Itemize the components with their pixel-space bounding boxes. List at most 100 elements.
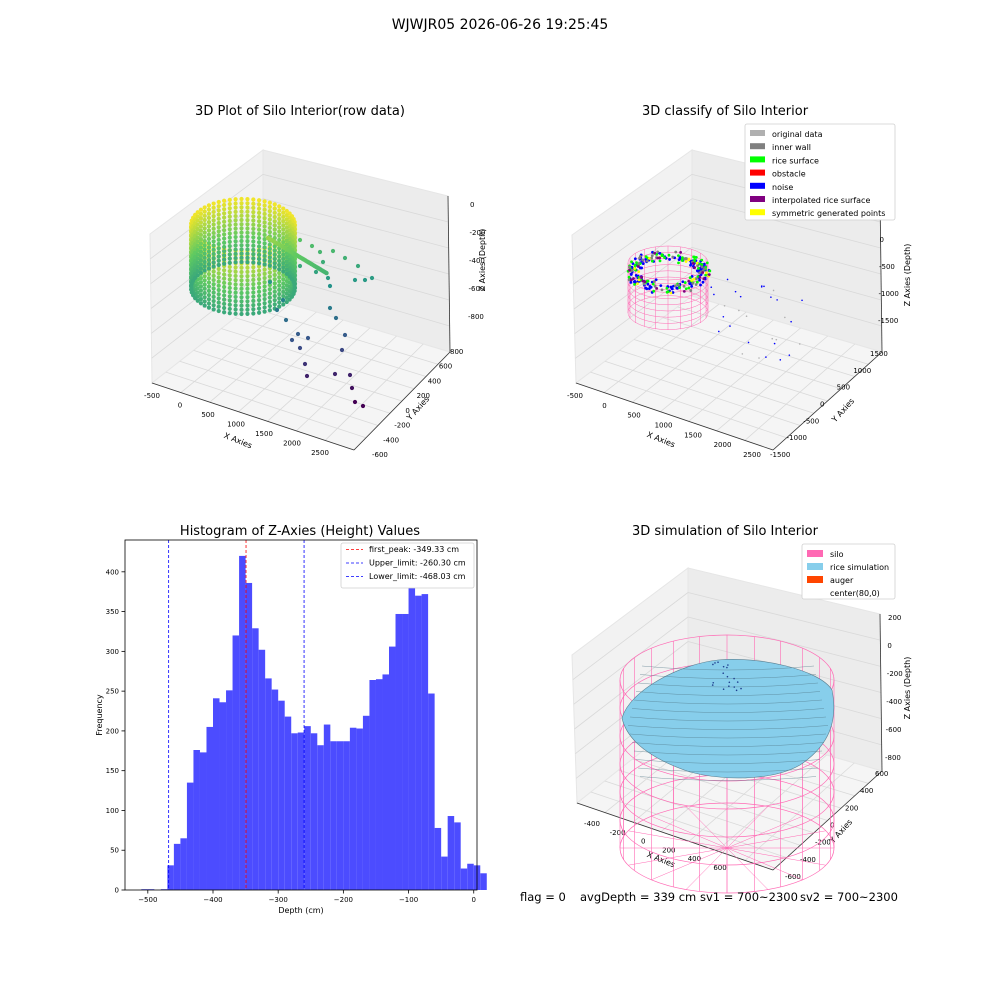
p1-streak-point [315, 265, 320, 270]
p2-class-point [630, 270, 634, 274]
p2-noise-point [775, 338, 778, 341]
p2-class-point [684, 257, 688, 260]
p1-ring-point [281, 289, 286, 294]
p1-ring-point [251, 235, 256, 240]
p1-ring-point [195, 226, 200, 232]
avg-depth-text: avgDepth = 339 cm [580, 890, 697, 904]
p2-class-point [703, 277, 707, 281]
p1-ring-point [291, 262, 296, 267]
p1-ring-point [289, 239, 295, 244]
p1-ring-point [287, 272, 292, 277]
p2-class-point [689, 259, 692, 263]
p1-ring-point [289, 247, 295, 252]
p1-ring-point [233, 209, 238, 214]
p1-ring-point [272, 261, 277, 266]
p1-ring-point [277, 291, 282, 297]
p1-ring-point [222, 207, 227, 212]
p1-ring-point [291, 275, 296, 281]
p1-ring-point [251, 248, 256, 253]
p1-ring-point [277, 270, 282, 276]
p1-ring-point [195, 214, 200, 219]
p1-ring-point [198, 301, 204, 306]
p1-ring-point [191, 289, 196, 294]
p2-class-point [685, 257, 688, 261]
p2-class-point [638, 257, 642, 261]
p1-ring-point [277, 275, 282, 280]
p2-legend-swatch [750, 209, 765, 216]
p2-grid-y-floor [604, 360, 801, 426]
p2-class-point [707, 268, 711, 272]
p1-ring-point [233, 222, 238, 227]
histogram-bar [382, 674, 389, 890]
p1-ring-point [195, 247, 200, 253]
p1-ring-point [188, 283, 194, 288]
p1-ring-point [281, 265, 286, 270]
p1-ring-point [267, 213, 272, 218]
p1-ring-point [216, 237, 221, 242]
p1-ring-point [292, 276, 297, 281]
histogram-x-label: Depth (cm) [278, 906, 323, 915]
p1-ring-point [202, 230, 207, 235]
p4-pane-floor [575, 714, 883, 871]
p1-ring-point [233, 226, 238, 231]
p2-class-point [669, 291, 673, 295]
p1-ring-point [211, 298, 216, 304]
p1-ring-point [281, 268, 286, 273]
p1-ring-point [277, 283, 282, 288]
p1-ring-point [262, 292, 267, 297]
p1-streak-point [319, 268, 325, 273]
histogram-bar [434, 827, 442, 890]
p1-ring-point [216, 199, 221, 205]
p1-ring-point [188, 287, 194, 292]
p1-ring-point [233, 255, 238, 261]
p1-ring-point [284, 270, 289, 275]
p2-class-point [689, 262, 693, 265]
p1-sparse-point [347, 372, 353, 378]
p2-class-point [633, 281, 637, 284]
histogram-bar [317, 745, 324, 890]
p2-noise-point [718, 330, 720, 333]
p1-ring-point [227, 222, 232, 228]
p1-ring-point [233, 299, 238, 304]
p1-ring-point [239, 213, 244, 218]
p1-ring-point [251, 302, 256, 308]
p2-class-point [653, 251, 657, 255]
p1-ring-point [227, 210, 232, 215]
p1-ring-point [287, 284, 292, 289]
p1-ring-point [206, 228, 212, 233]
p1-ring-point [211, 209, 216, 215]
p1-y-tick-label: 600 [439, 363, 452, 371]
p1-ring-point [222, 198, 227, 203]
p1-ring-point [211, 222, 216, 227]
p1-ring-point [188, 242, 194, 247]
p1-ring-point [227, 256, 232, 261]
p1-ring-point [281, 277, 286, 282]
p2-class-point [701, 271, 705, 274]
p2-class-point [706, 273, 710, 277]
p1-ring-point [281, 269, 286, 274]
p2-y-axis-label: Y Axies [829, 397, 856, 425]
p2-class-point [642, 282, 646, 286]
p2-class-point [636, 274, 640, 278]
p1-ring-point [206, 249, 212, 254]
p1-ring-point [256, 277, 262, 282]
p1-ring-point [233, 260, 238, 265]
p4-y-tick-label: 0 [830, 822, 834, 830]
p1-ring-point [287, 251, 292, 256]
p1-ring-point [193, 283, 198, 288]
p1-ring-point [287, 238, 292, 243]
p2-class-point [650, 256, 653, 260]
p1-ring-point [239, 282, 244, 287]
p1-ring-point [251, 298, 256, 303]
p2-class-point [684, 260, 688, 263]
p1-ring-point [239, 259, 244, 265]
p1-ring-point [227, 214, 232, 219]
p1-ring-point [281, 231, 286, 236]
p1-ring-point [287, 236, 292, 241]
p1-ring-point [227, 290, 232, 295]
p2-noise-point [760, 285, 763, 287]
p1-ring-point [277, 287, 282, 292]
p2-class-point [690, 274, 694, 278]
histogram-bar [356, 728, 363, 890]
p4-grid-y-floor [632, 758, 828, 821]
